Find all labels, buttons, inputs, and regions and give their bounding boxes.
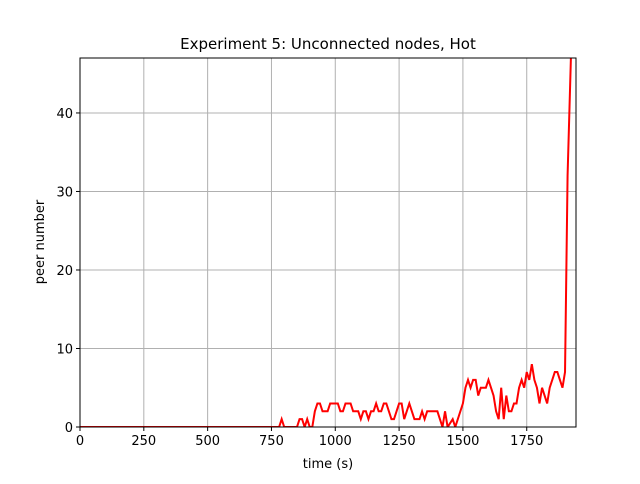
- x-tick-label: 1000: [319, 434, 352, 449]
- grid: [79, 58, 576, 428]
- x-tick-label: 1500: [446, 434, 479, 449]
- y-tick-label: 40: [56, 107, 73, 122]
- x-tick-label: 1250: [383, 434, 416, 449]
- data-line: [80, 58, 572, 427]
- x-tick-label: 1750: [510, 434, 543, 449]
- plot-area: [80, 58, 572, 427]
- chart-title: Experiment 5: Unconnected nodes, Hot: [180, 35, 476, 53]
- y-axis-label: peer number: [33, 199, 48, 284]
- x-tick-label: 500: [195, 434, 220, 449]
- y-tick-label: 20: [56, 264, 73, 279]
- x-tick-label: 250: [131, 434, 156, 449]
- x-tick-label: 750: [259, 434, 284, 449]
- y-tick-label: 0: [65, 421, 73, 436]
- y-tick-label: 30: [56, 185, 73, 200]
- ticks: 0 250 500 750 1000 1250 1500 1750 0 10 20 30 40: [56, 107, 543, 449]
- y-tick-label: 10: [56, 342, 73, 357]
- x-axis-label: time (s): [303, 457, 353, 472]
- x-tick-label: 0: [76, 434, 84, 449]
- axes-frame: [79, 57, 577, 428]
